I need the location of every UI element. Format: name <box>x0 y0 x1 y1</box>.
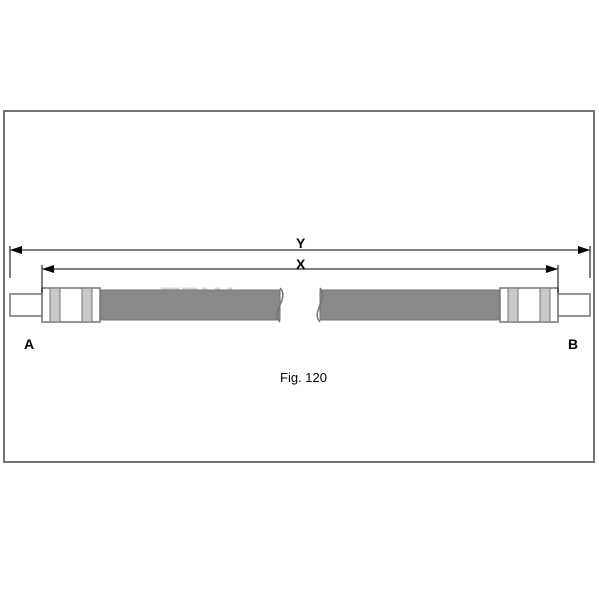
hose-right-segment <box>320 290 500 320</box>
band-left-1 <box>50 288 60 322</box>
diagram-canvas: TRW A B X Y Fig. 120 <box>0 0 599 599</box>
fitting-left <box>10 294 42 316</box>
dimension-y-arrow-right <box>578 246 590 254</box>
label-x: X <box>296 256 305 272</box>
dimension-x-arrow-right <box>546 265 558 273</box>
dimension-x-arrow-left <box>42 265 54 273</box>
band-left-2 <box>82 288 92 322</box>
diagram-svg: TRW <box>0 0 599 599</box>
band-right-1 <box>508 288 518 322</box>
label-y: Y <box>296 235 305 251</box>
label-a: A <box>24 336 34 352</box>
fitting-right <box>558 294 590 316</box>
hose-left-segment <box>100 290 280 320</box>
figure-caption: Fig. 120 <box>280 370 327 385</box>
dimension-y-arrow-left <box>10 246 22 254</box>
band-right-2 <box>540 288 550 322</box>
frame-border <box>4 111 594 462</box>
label-b: B <box>568 336 578 352</box>
